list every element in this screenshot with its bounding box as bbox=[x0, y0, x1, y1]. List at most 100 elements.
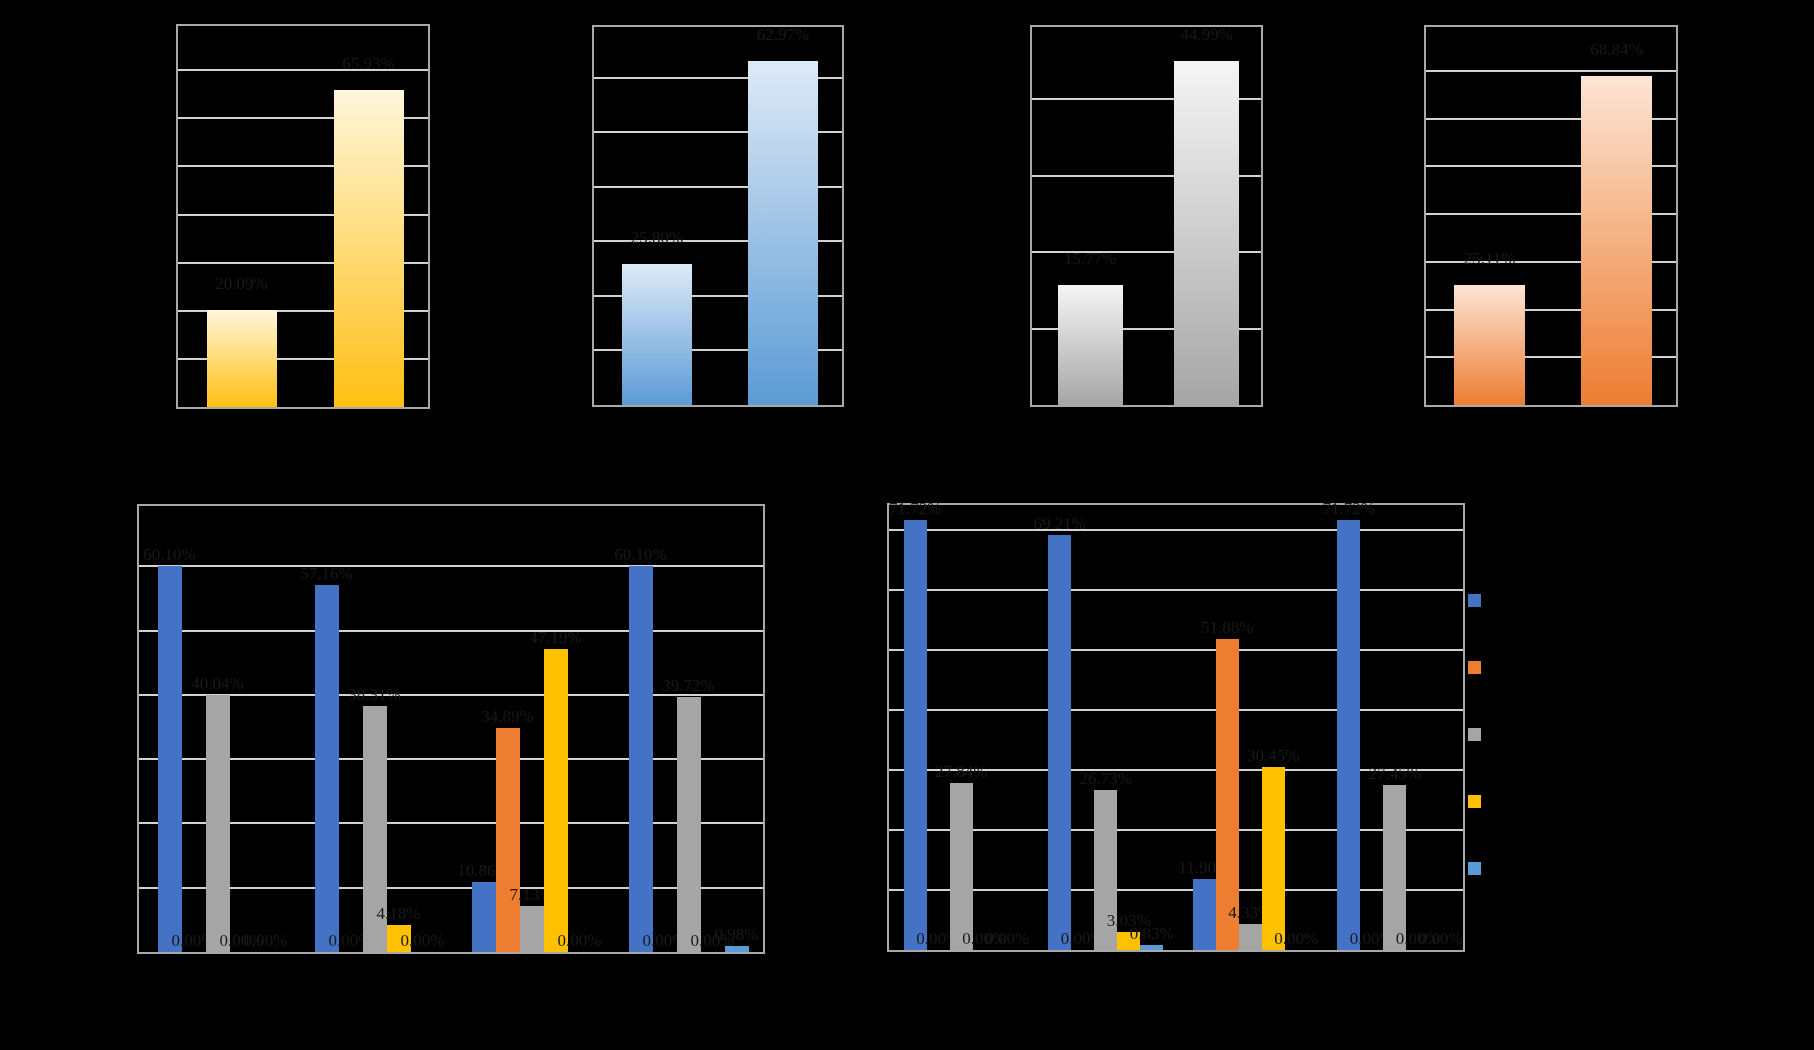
gridline bbox=[889, 888, 1463, 891]
legend-swatch-light-blue bbox=[1468, 862, 1481, 875]
bar-yellow bbox=[543, 648, 568, 952]
data-label: 0.00% bbox=[1418, 929, 1463, 948]
gridline bbox=[889, 588, 1463, 591]
gridline bbox=[139, 886, 763, 889]
gridline bbox=[594, 76, 842, 79]
plot-area: 60.10% 0.00% 40.04% 0.00% 0.00% 57.16% 0.00% 38… bbox=[137, 504, 765, 954]
gridline bbox=[178, 357, 428, 360]
data-label: 7.13% bbox=[509, 885, 554, 905]
data-label: 60.10% bbox=[143, 544, 196, 564]
gridline bbox=[594, 240, 842, 243]
bar-gray bbox=[1238, 924, 1262, 950]
bar-yellow bbox=[1117, 931, 1141, 950]
gridline bbox=[889, 768, 1463, 771]
bar-blue bbox=[1192, 878, 1216, 950]
gridline bbox=[1426, 213, 1676, 215]
gridline bbox=[1032, 98, 1261, 101]
data-label: 65.93% bbox=[342, 53, 395, 73]
data-label: 3.03% bbox=[1106, 910, 1151, 930]
data-label: 39.72% bbox=[662, 675, 715, 695]
bar-light_blue bbox=[724, 945, 749, 952]
gridline bbox=[889, 828, 1463, 831]
gridline bbox=[178, 213, 428, 216]
gridline bbox=[139, 758, 763, 761]
data-label: 27.84% bbox=[935, 761, 988, 781]
bar-gradient bbox=[1581, 76, 1652, 405]
data-label: 0.00% bbox=[243, 931, 288, 950]
grouped-chart-left: 60.10% 0.00% 40.04% 0.00% 0.00% 57.16% 0.00% 38… bbox=[137, 504, 765, 954]
bar-gray bbox=[205, 694, 230, 952]
data-label: 4.33% bbox=[1228, 903, 1273, 923]
gridline bbox=[1426, 117, 1676, 120]
data-label: 20.09% bbox=[215, 274, 268, 294]
data-label: 68.84% bbox=[1590, 40, 1643, 60]
data-label: 71.72% bbox=[889, 498, 942, 518]
bar-light_blue bbox=[1140, 945, 1164, 950]
data-label: 0.00% bbox=[962, 929, 1007, 948]
bar-blue bbox=[314, 584, 339, 952]
gridline bbox=[178, 117, 428, 120]
bar-gradient bbox=[622, 264, 692, 405]
data-label: 0.83% bbox=[1129, 924, 1174, 944]
pair-chart-blue: 25.80% 62.97% bbox=[592, 25, 844, 407]
gridline bbox=[178, 69, 428, 72]
bar-gray bbox=[519, 906, 544, 952]
gridline bbox=[594, 131, 842, 134]
data-label: 71.72% bbox=[1322, 498, 1375, 518]
data-label: 4.18% bbox=[376, 904, 421, 924]
bar-yellow bbox=[1261, 767, 1285, 950]
grouped-chart-right: 71.72% 0.00% 27.84% 0.00% 0.00% 69.21% 0.00% 26… bbox=[887, 498, 1465, 952]
data-label: 25.80% bbox=[630, 228, 684, 248]
data-label: 27.45% bbox=[1368, 764, 1421, 784]
data-label: 0.00% bbox=[219, 931, 264, 950]
gridline bbox=[889, 528, 1463, 531]
bar-orange bbox=[495, 727, 520, 952]
gridline bbox=[1032, 251, 1261, 254]
bar-gray bbox=[362, 705, 387, 952]
bar-yellow bbox=[386, 925, 411, 952]
data-label: 57.16% bbox=[300, 563, 353, 583]
gridline bbox=[889, 648, 1463, 651]
data-label: 0.00% bbox=[557, 931, 602, 950]
plot-area: 71.72% 0.00% 27.84% 0.00% 0.00% 69.21% 0.00% 26… bbox=[887, 498, 1465, 952]
bar-blue bbox=[157, 565, 182, 952]
gridline bbox=[594, 185, 842, 188]
data-label: 0.00% bbox=[1349, 929, 1394, 948]
data-label: 0.00% bbox=[1060, 929, 1105, 948]
data-label: 51.88% bbox=[1201, 617, 1254, 637]
bar-gradient bbox=[1174, 61, 1240, 405]
gridline bbox=[1426, 308, 1676, 311]
pair-chart-orange: 25.11% 68.84% bbox=[1424, 25, 1678, 407]
gridline bbox=[889, 708, 1463, 711]
data-label: 25.11% bbox=[1463, 249, 1516, 269]
gridline bbox=[139, 565, 763, 568]
legend bbox=[1468, 594, 1508, 875]
data-label: 38.31% bbox=[348, 684, 401, 704]
data-label: 15.77% bbox=[1064, 248, 1117, 268]
data-label: 30.45% bbox=[1247, 746, 1300, 766]
data-label: 0.00% bbox=[985, 929, 1030, 948]
bar-blue bbox=[903, 519, 927, 950]
data-label: 0.00% bbox=[1395, 929, 1440, 948]
data-label: 0.00% bbox=[400, 931, 445, 950]
data-label: 0.00% bbox=[642, 931, 687, 950]
pair-chart-yellow: 20.09% 65.93% bbox=[176, 24, 430, 409]
bar-gradient bbox=[1057, 284, 1123, 405]
gridline bbox=[178, 309, 428, 312]
gridline bbox=[594, 349, 842, 352]
plot-area: 15.77% 44.99% bbox=[1030, 25, 1263, 407]
legend-swatch-yellow bbox=[1468, 795, 1481, 808]
bar-blue bbox=[1048, 534, 1072, 950]
gridline bbox=[1426, 165, 1676, 168]
gridline bbox=[1032, 174, 1261, 177]
bar-blue bbox=[471, 882, 496, 952]
data-label: 69.21% bbox=[1033, 513, 1086, 533]
data-label: 62.97% bbox=[756, 25, 810, 45]
legend-swatch-gray bbox=[1468, 728, 1481, 741]
pair-chart-gray: 15.77% 44.99% bbox=[1030, 25, 1263, 407]
bar-gradient bbox=[206, 310, 277, 407]
plot-area: 25.11% 68.84% bbox=[1424, 25, 1678, 407]
gridline bbox=[178, 261, 428, 264]
data-label: 0.98% bbox=[714, 924, 759, 944]
